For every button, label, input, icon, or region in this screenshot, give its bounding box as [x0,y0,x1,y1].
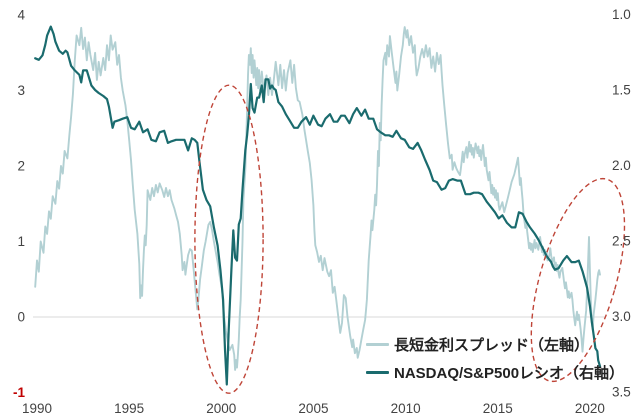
right-axis-tick-label: 3.0 [612,309,631,324]
highlight-2020 [530,177,626,383]
legend-item-ratio: NASDAQ/S&P500レシオ（右軸） [366,362,624,383]
x-axis-tick-label: 2020 [575,401,605,416]
left-axis-tick-label: 1 [17,234,25,249]
left-axis-tick-label: 3 [17,83,25,98]
right-axis-tick-label: 2.5 [612,234,631,249]
x-axis-tick-label: 1990 [22,401,52,416]
spread-legend-label: 長短金利スプレッド（左軸） [394,337,590,354]
x-axis-tick-label: 1995 [114,401,144,416]
left-axis-tick-label: 0 [17,310,25,325]
ratio-legend-label: NASDAQ/S&P500レシオ（右軸） [394,365,625,382]
left-axis-tick-label: -1 [13,385,25,400]
left-axis-tick-label: 4 [17,8,25,23]
ratio-line-swatch [366,371,389,374]
legend: 長短金利スプレッド（左軸） NASDAQ/S&P500レシオ（右軸） [366,334,624,383]
right-axis-tick-label: 1.0 [612,7,631,22]
x-axis-tick-label: 2005 [298,401,328,416]
left-axis-tick-label: 2 [17,159,25,174]
highlight-2000 [194,84,264,394]
ratio-line [34,25,602,386]
x-axis-tick-label: 2000 [206,401,236,416]
legend-item-spread: 長短金利スプレッド（左軸） [366,334,624,355]
right-axis-tick-label: 2.0 [612,158,631,173]
right-axis-tick-label: 3.5 [612,385,631,400]
x-axis-tick-label: 2010 [391,401,421,416]
spread-line-swatch [366,343,389,346]
right-axis-tick-label: 1.5 [612,83,631,98]
spread-line [34,26,601,371]
x-axis-tick-label: 2015 [483,401,513,416]
